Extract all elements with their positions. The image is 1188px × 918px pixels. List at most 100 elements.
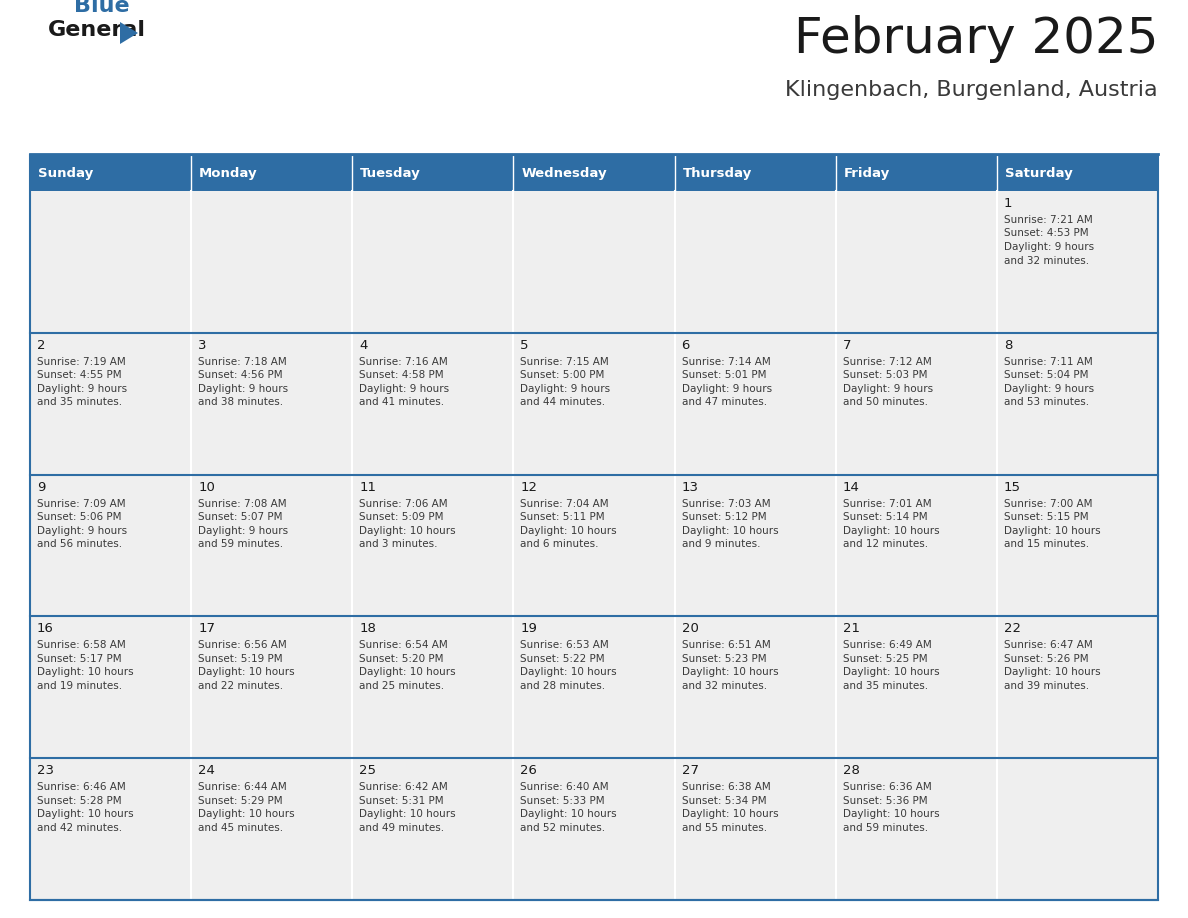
- Text: Sunrise: 7:16 AM: Sunrise: 7:16 AM: [359, 357, 448, 367]
- Text: Sunset: 5:25 PM: Sunset: 5:25 PM: [842, 654, 928, 664]
- Text: Sunrise: 7:19 AM: Sunrise: 7:19 AM: [37, 357, 126, 367]
- Text: and 59 minutes.: and 59 minutes.: [198, 539, 283, 549]
- Text: Sunrise: 6:36 AM: Sunrise: 6:36 AM: [842, 782, 931, 792]
- Bar: [675, 333, 835, 475]
- Text: Sunset: 5:29 PM: Sunset: 5:29 PM: [198, 796, 283, 806]
- Text: and 47 minutes.: and 47 minutes.: [682, 397, 766, 408]
- Text: and 53 minutes.: and 53 minutes.: [1004, 397, 1089, 408]
- Bar: [675, 475, 835, 616]
- Bar: [191, 155, 353, 191]
- Text: Sunset: 5:00 PM: Sunset: 5:00 PM: [520, 370, 605, 380]
- Text: and 32 minutes.: and 32 minutes.: [682, 681, 766, 691]
- Polygon shape: [120, 22, 138, 44]
- Text: 25: 25: [359, 764, 377, 778]
- Bar: [30, 191, 191, 333]
- Bar: [835, 333, 997, 475]
- Bar: [675, 191, 835, 333]
- Text: Daylight: 9 hours: Daylight: 9 hours: [682, 384, 772, 394]
- Text: Friday: Friday: [843, 166, 890, 180]
- Text: Daylight: 10 hours: Daylight: 10 hours: [359, 667, 456, 677]
- Text: and 45 minutes.: and 45 minutes.: [198, 823, 283, 833]
- Bar: [30, 475, 191, 616]
- Text: Daylight: 10 hours: Daylight: 10 hours: [37, 667, 133, 677]
- Bar: [997, 616, 1158, 758]
- Text: Klingenbach, Burgenland, Austria: Klingenbach, Burgenland, Austria: [785, 80, 1158, 100]
- Text: Sunset: 5:31 PM: Sunset: 5:31 PM: [359, 796, 444, 806]
- Text: 13: 13: [682, 481, 699, 494]
- Bar: [513, 475, 675, 616]
- Bar: [30, 155, 1158, 900]
- Bar: [513, 155, 675, 191]
- Text: Daylight: 10 hours: Daylight: 10 hours: [198, 809, 295, 819]
- Text: Sunrise: 6:44 AM: Sunrise: 6:44 AM: [198, 782, 286, 792]
- Text: and 49 minutes.: and 49 minutes.: [359, 823, 444, 833]
- Text: Daylight: 10 hours: Daylight: 10 hours: [842, 526, 940, 535]
- Text: Sunset: 5:23 PM: Sunset: 5:23 PM: [682, 654, 766, 664]
- Text: and 42 minutes.: and 42 minutes.: [37, 823, 122, 833]
- Bar: [30, 155, 191, 191]
- Text: Sunset: 5:07 PM: Sunset: 5:07 PM: [198, 512, 283, 522]
- Text: 7: 7: [842, 339, 852, 352]
- Text: 20: 20: [682, 622, 699, 635]
- Text: Daylight: 10 hours: Daylight: 10 hours: [520, 809, 617, 819]
- Text: Sunrise: 6:47 AM: Sunrise: 6:47 AM: [1004, 641, 1093, 650]
- Bar: [997, 475, 1158, 616]
- Text: and 52 minutes.: and 52 minutes.: [520, 823, 606, 833]
- Text: Sunrise: 7:04 AM: Sunrise: 7:04 AM: [520, 498, 609, 509]
- Text: Sunrise: 6:54 AM: Sunrise: 6:54 AM: [359, 641, 448, 650]
- Bar: [513, 616, 675, 758]
- Bar: [30, 333, 191, 475]
- Text: Sunset: 4:53 PM: Sunset: 4:53 PM: [1004, 229, 1088, 239]
- Bar: [30, 616, 191, 758]
- Text: and 35 minutes.: and 35 minutes.: [37, 397, 122, 408]
- Text: Sunrise: 6:51 AM: Sunrise: 6:51 AM: [682, 641, 770, 650]
- Bar: [191, 475, 353, 616]
- Text: 18: 18: [359, 622, 377, 635]
- Text: and 6 minutes.: and 6 minutes.: [520, 539, 599, 549]
- Text: Sunset: 5:01 PM: Sunset: 5:01 PM: [682, 370, 766, 380]
- Text: Sunset: 5:04 PM: Sunset: 5:04 PM: [1004, 370, 1088, 380]
- Bar: [835, 758, 997, 900]
- Text: Sunrise: 7:11 AM: Sunrise: 7:11 AM: [1004, 357, 1093, 367]
- Text: Sunset: 4:55 PM: Sunset: 4:55 PM: [37, 370, 121, 380]
- Text: Daylight: 10 hours: Daylight: 10 hours: [842, 667, 940, 677]
- Text: Daylight: 10 hours: Daylight: 10 hours: [520, 526, 617, 535]
- Text: Wednesday: Wednesday: [522, 166, 607, 180]
- Text: 16: 16: [37, 622, 53, 635]
- Text: Sunrise: 7:06 AM: Sunrise: 7:06 AM: [359, 498, 448, 509]
- Text: Sunrise: 7:12 AM: Sunrise: 7:12 AM: [842, 357, 931, 367]
- Text: Sunset: 5:22 PM: Sunset: 5:22 PM: [520, 654, 605, 664]
- Text: 17: 17: [198, 622, 215, 635]
- Bar: [835, 616, 997, 758]
- Text: Tuesday: Tuesday: [360, 166, 421, 180]
- Bar: [353, 475, 513, 616]
- Text: Sunrise: 6:56 AM: Sunrise: 6:56 AM: [198, 641, 286, 650]
- Text: 1: 1: [1004, 197, 1012, 210]
- Bar: [353, 155, 513, 191]
- Text: Daylight: 10 hours: Daylight: 10 hours: [1004, 667, 1100, 677]
- Text: Sunrise: 7:15 AM: Sunrise: 7:15 AM: [520, 357, 609, 367]
- Text: 8: 8: [1004, 339, 1012, 352]
- Text: 24: 24: [198, 764, 215, 778]
- Bar: [191, 191, 353, 333]
- Text: Sunrise: 7:09 AM: Sunrise: 7:09 AM: [37, 498, 126, 509]
- Text: General: General: [48, 20, 146, 40]
- Bar: [513, 758, 675, 900]
- Text: 3: 3: [198, 339, 207, 352]
- Text: 9: 9: [37, 481, 45, 494]
- Text: Daylight: 10 hours: Daylight: 10 hours: [359, 809, 456, 819]
- Text: and 22 minutes.: and 22 minutes.: [198, 681, 283, 691]
- Text: 2: 2: [37, 339, 45, 352]
- Text: Daylight: 10 hours: Daylight: 10 hours: [520, 667, 617, 677]
- Text: Daylight: 9 hours: Daylight: 9 hours: [842, 384, 933, 394]
- Text: Sunrise: 7:03 AM: Sunrise: 7:03 AM: [682, 498, 770, 509]
- Text: Sunset: 5:26 PM: Sunset: 5:26 PM: [1004, 654, 1088, 664]
- Bar: [675, 155, 835, 191]
- Bar: [675, 758, 835, 900]
- Text: 28: 28: [842, 764, 860, 778]
- Text: and 59 minutes.: and 59 minutes.: [842, 823, 928, 833]
- Text: 6: 6: [682, 339, 690, 352]
- Text: and 28 minutes.: and 28 minutes.: [520, 681, 606, 691]
- Text: and 56 minutes.: and 56 minutes.: [37, 539, 122, 549]
- Text: 11: 11: [359, 481, 377, 494]
